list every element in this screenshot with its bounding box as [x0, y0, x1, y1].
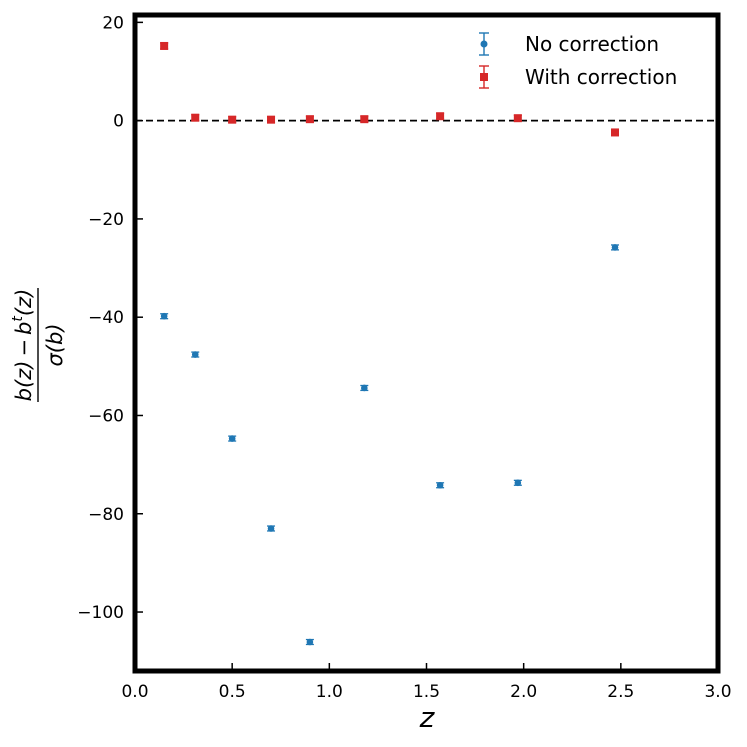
x-tick-label: 2.5	[607, 682, 634, 702]
data-point	[306, 638, 314, 646]
data-point	[514, 479, 522, 487]
y-tick-label: −80	[88, 505, 124, 525]
y-axis-ticks: −100 −80 −60 −40 −20 0 20	[77, 13, 143, 623]
data-point	[160, 312, 168, 320]
x-tick-label: 3.0	[704, 682, 731, 702]
data-point	[361, 384, 368, 392]
data-point	[160, 41, 169, 50]
legend-marker-with-correction	[480, 73, 488, 81]
legend-label-no-correction: No correction	[525, 32, 659, 56]
data-point	[191, 351, 199, 358]
x-tick-label: 1.5	[413, 682, 440, 702]
y-tick-label: 20	[102, 13, 124, 33]
data-point	[513, 114, 522, 123]
y-tick-label: −20	[88, 210, 124, 230]
data-point	[267, 115, 276, 124]
legend-label-with-correction: With correction	[525, 65, 677, 89]
y-tick-label: 0	[113, 112, 124, 132]
data-point	[360, 115, 369, 124]
data-series	[160, 41, 620, 646]
data-point	[611, 244, 619, 251]
series-no-correction	[160, 244, 620, 646]
legend: No correction With correction	[479, 32, 677, 89]
y-axis-label: b(z)−bt(z) σ(b)	[10, 288, 67, 402]
y-axis-label-denominator: σ(b)	[43, 323, 67, 366]
data-point	[228, 115, 237, 124]
data-point	[436, 112, 445, 121]
x-tick-label: 0.0	[121, 682, 148, 702]
x-tick-label: 2.0	[510, 682, 537, 702]
y-tick-label: −40	[88, 308, 124, 328]
data-point	[436, 481, 444, 489]
y-tick-label: −60	[88, 406, 124, 426]
x-tick-label: 0.5	[219, 682, 246, 702]
x-tick-label: 1.0	[316, 682, 343, 702]
plot-frame	[132, 12, 721, 674]
y-tick-label: −100	[77, 603, 124, 623]
data-point	[191, 113, 200, 122]
data-point	[228, 435, 236, 442]
data-point	[305, 115, 314, 124]
x-axis-label: z	[419, 701, 436, 734]
series-with-correction	[160, 41, 620, 137]
legend-marker-no-correction	[480, 40, 488, 48]
data-point	[611, 128, 620, 137]
data-point	[267, 525, 275, 532]
x-axis-ticks: 0.0 0.5 1.0 1.5 2.0 2.5 3.0	[121, 663, 732, 702]
y-axis-label-numerator: b(z)−bt(z)	[10, 289, 36, 402]
